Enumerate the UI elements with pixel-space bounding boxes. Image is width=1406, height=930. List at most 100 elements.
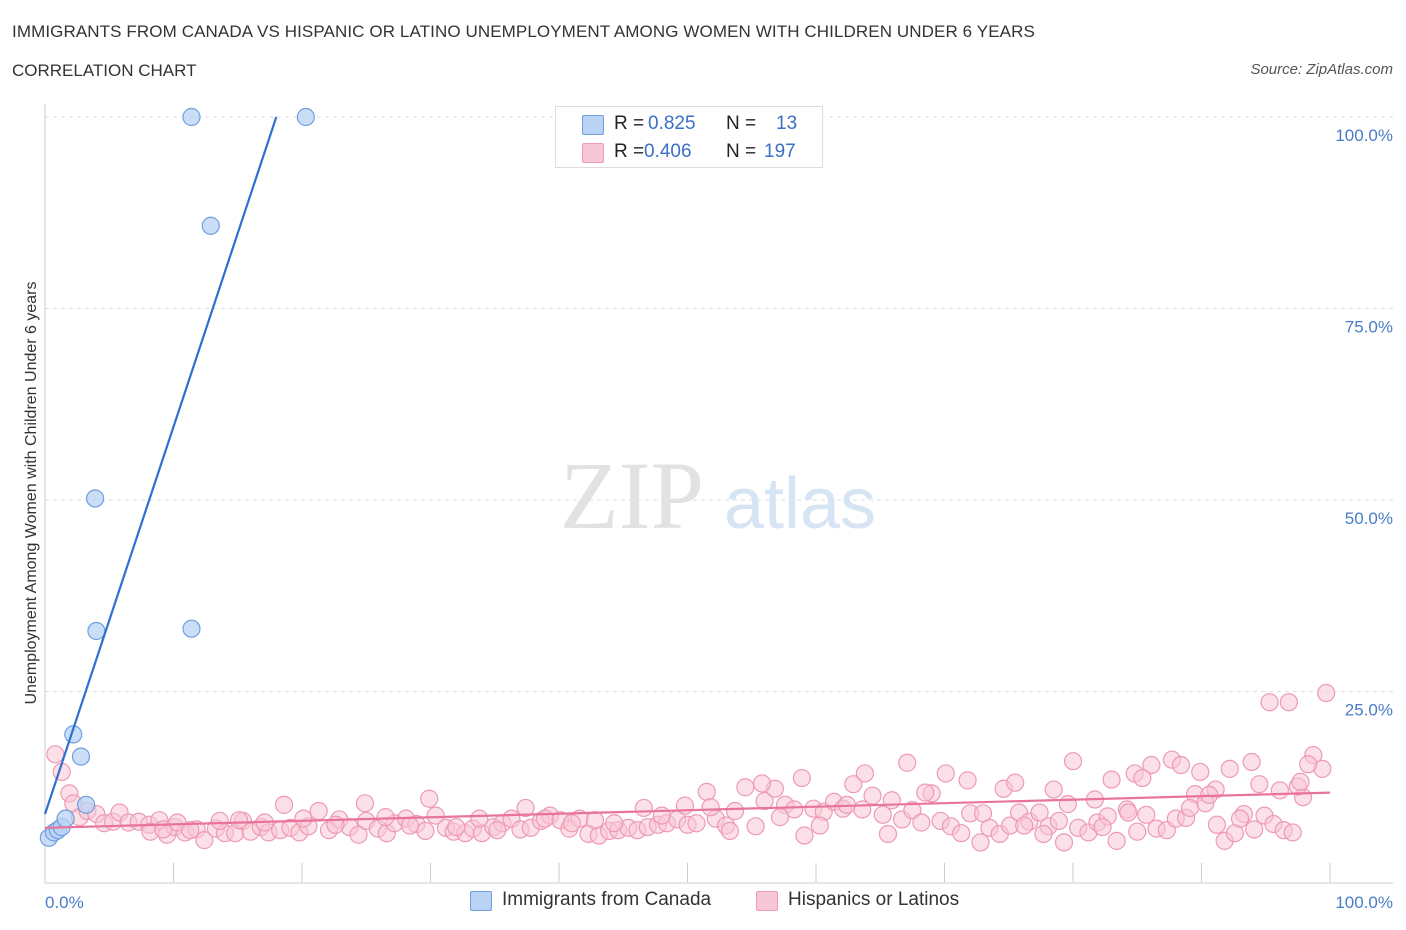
point-hispanics xyxy=(1279,693,1298,712)
x-tick-label: 0.0% xyxy=(45,893,84,912)
y-tick-label: 50.0% xyxy=(1345,509,1393,528)
source-label: Source: ZipAtlas.com xyxy=(1250,61,1393,78)
point-hispanics xyxy=(1015,816,1034,835)
point-hispanics xyxy=(792,768,811,788)
y-axis-title: Unemployment Among Women with Children U… xyxy=(23,281,40,704)
point-hispanics xyxy=(873,805,892,824)
point-hispanics xyxy=(697,782,716,801)
point-hispanics xyxy=(746,817,765,836)
point-hispanics xyxy=(1245,820,1264,839)
point-hispanics xyxy=(400,816,420,835)
legend-label-canada: Immigrants from Canada xyxy=(502,889,712,910)
point-hispanics xyxy=(701,798,720,817)
point-hispanics xyxy=(585,811,605,830)
point-canada xyxy=(77,795,96,814)
point-hispanics xyxy=(274,795,294,814)
point-hispanics xyxy=(181,821,200,840)
point-hispanics xyxy=(309,801,328,821)
swatch-hispanics xyxy=(582,143,604,163)
point-hispanics xyxy=(898,753,917,772)
r-label: R = xyxy=(614,113,645,134)
point-hispanics xyxy=(1128,822,1147,841)
point-hispanics xyxy=(488,821,507,840)
y-tick-label: 75.0% xyxy=(1345,318,1393,337)
n-value: 13 xyxy=(776,113,798,134)
point-hispanics xyxy=(936,764,955,783)
point-hispanics xyxy=(195,831,214,850)
point-hispanics xyxy=(605,814,624,833)
axes xyxy=(44,104,1393,884)
trend-line-canada xyxy=(43,116,278,815)
point-hispanics xyxy=(1317,683,1336,703)
n-label: N = xyxy=(726,113,757,134)
point-hispanics xyxy=(1260,693,1279,712)
point-hispanics xyxy=(294,809,313,828)
point-hispanics xyxy=(1107,831,1126,850)
point-hispanics xyxy=(535,809,554,828)
point-hispanics xyxy=(1133,768,1152,788)
point-hispanics xyxy=(1034,824,1053,844)
series-canada-points xyxy=(39,107,315,847)
point-hispanics xyxy=(855,764,874,783)
point-hispanics xyxy=(426,806,445,825)
stats-legend: R = 0.825 N = 13 R = 0.406 N = 197 xyxy=(555,106,823,168)
legend-swatch-hispanics xyxy=(756,891,778,911)
point-hispanics xyxy=(1102,770,1121,789)
point-hispanics xyxy=(355,794,375,813)
point-hispanics xyxy=(1242,752,1261,772)
watermark-zip: ZIP xyxy=(560,442,704,549)
point-hispanics xyxy=(736,778,755,797)
point-hispanics xyxy=(971,833,990,852)
r-value: 0.825 xyxy=(648,113,696,134)
point-hispanics xyxy=(1299,755,1318,774)
r-label: R = xyxy=(614,141,645,162)
series-hispanics-points xyxy=(46,683,1336,852)
point-hispanics xyxy=(844,775,863,794)
point-hispanics xyxy=(562,814,581,833)
point-hispanics xyxy=(863,786,882,805)
point-canada xyxy=(87,621,106,641)
point-canada xyxy=(201,216,220,235)
point-hispanics xyxy=(516,798,535,818)
point-hispanics xyxy=(1093,817,1112,837)
swatch-canada xyxy=(582,115,604,135)
point-canada xyxy=(71,747,91,766)
y-tick-label: 100.0% xyxy=(1335,126,1393,145)
point-hispanics xyxy=(447,817,466,837)
chart-title: IMMIGRANTS FROM CANADA VS HISPANIC OR LA… xyxy=(12,22,1035,41)
point-hispanics xyxy=(1180,798,1200,818)
point-canada xyxy=(296,107,315,127)
point-canada xyxy=(182,107,201,127)
point-hispanics xyxy=(1054,833,1074,852)
n-label: N = xyxy=(726,141,757,162)
y-tick-label: 25.0% xyxy=(1345,701,1393,720)
point-hispanics xyxy=(878,824,898,844)
legend-swatch-canada xyxy=(470,891,492,911)
point-hispanics xyxy=(903,801,922,820)
point-canada xyxy=(56,809,75,828)
point-hispanics xyxy=(420,789,439,808)
point-hispanics xyxy=(416,821,435,841)
point-hispanics xyxy=(687,814,706,833)
x-tick-labels: 0.0% 100.0% xyxy=(45,893,1393,912)
trend-lines xyxy=(43,116,1331,829)
legend-label-hispanics: Hispanics or Latinos xyxy=(788,889,960,910)
point-hispanics xyxy=(1030,803,1049,822)
point-canada xyxy=(182,619,201,638)
point-hispanics xyxy=(1142,755,1161,775)
point-hispanics xyxy=(795,826,814,845)
point-hispanics xyxy=(952,824,971,843)
point-hispanics xyxy=(973,804,993,823)
point-hispanics xyxy=(882,791,901,810)
point-hispanics xyxy=(912,813,931,832)
point-hispanics xyxy=(755,791,774,811)
point-hispanics xyxy=(1137,805,1156,824)
point-hispanics xyxy=(1250,775,1269,794)
point-hispanics xyxy=(1171,755,1191,775)
point-hispanics xyxy=(46,745,65,764)
y-tick-labels: 25.0% 50.0% 75.0% 100.0% xyxy=(1335,126,1393,720)
point-hispanics xyxy=(1283,823,1302,842)
point-hispanics xyxy=(1291,772,1310,791)
point-hispanics xyxy=(916,783,935,802)
